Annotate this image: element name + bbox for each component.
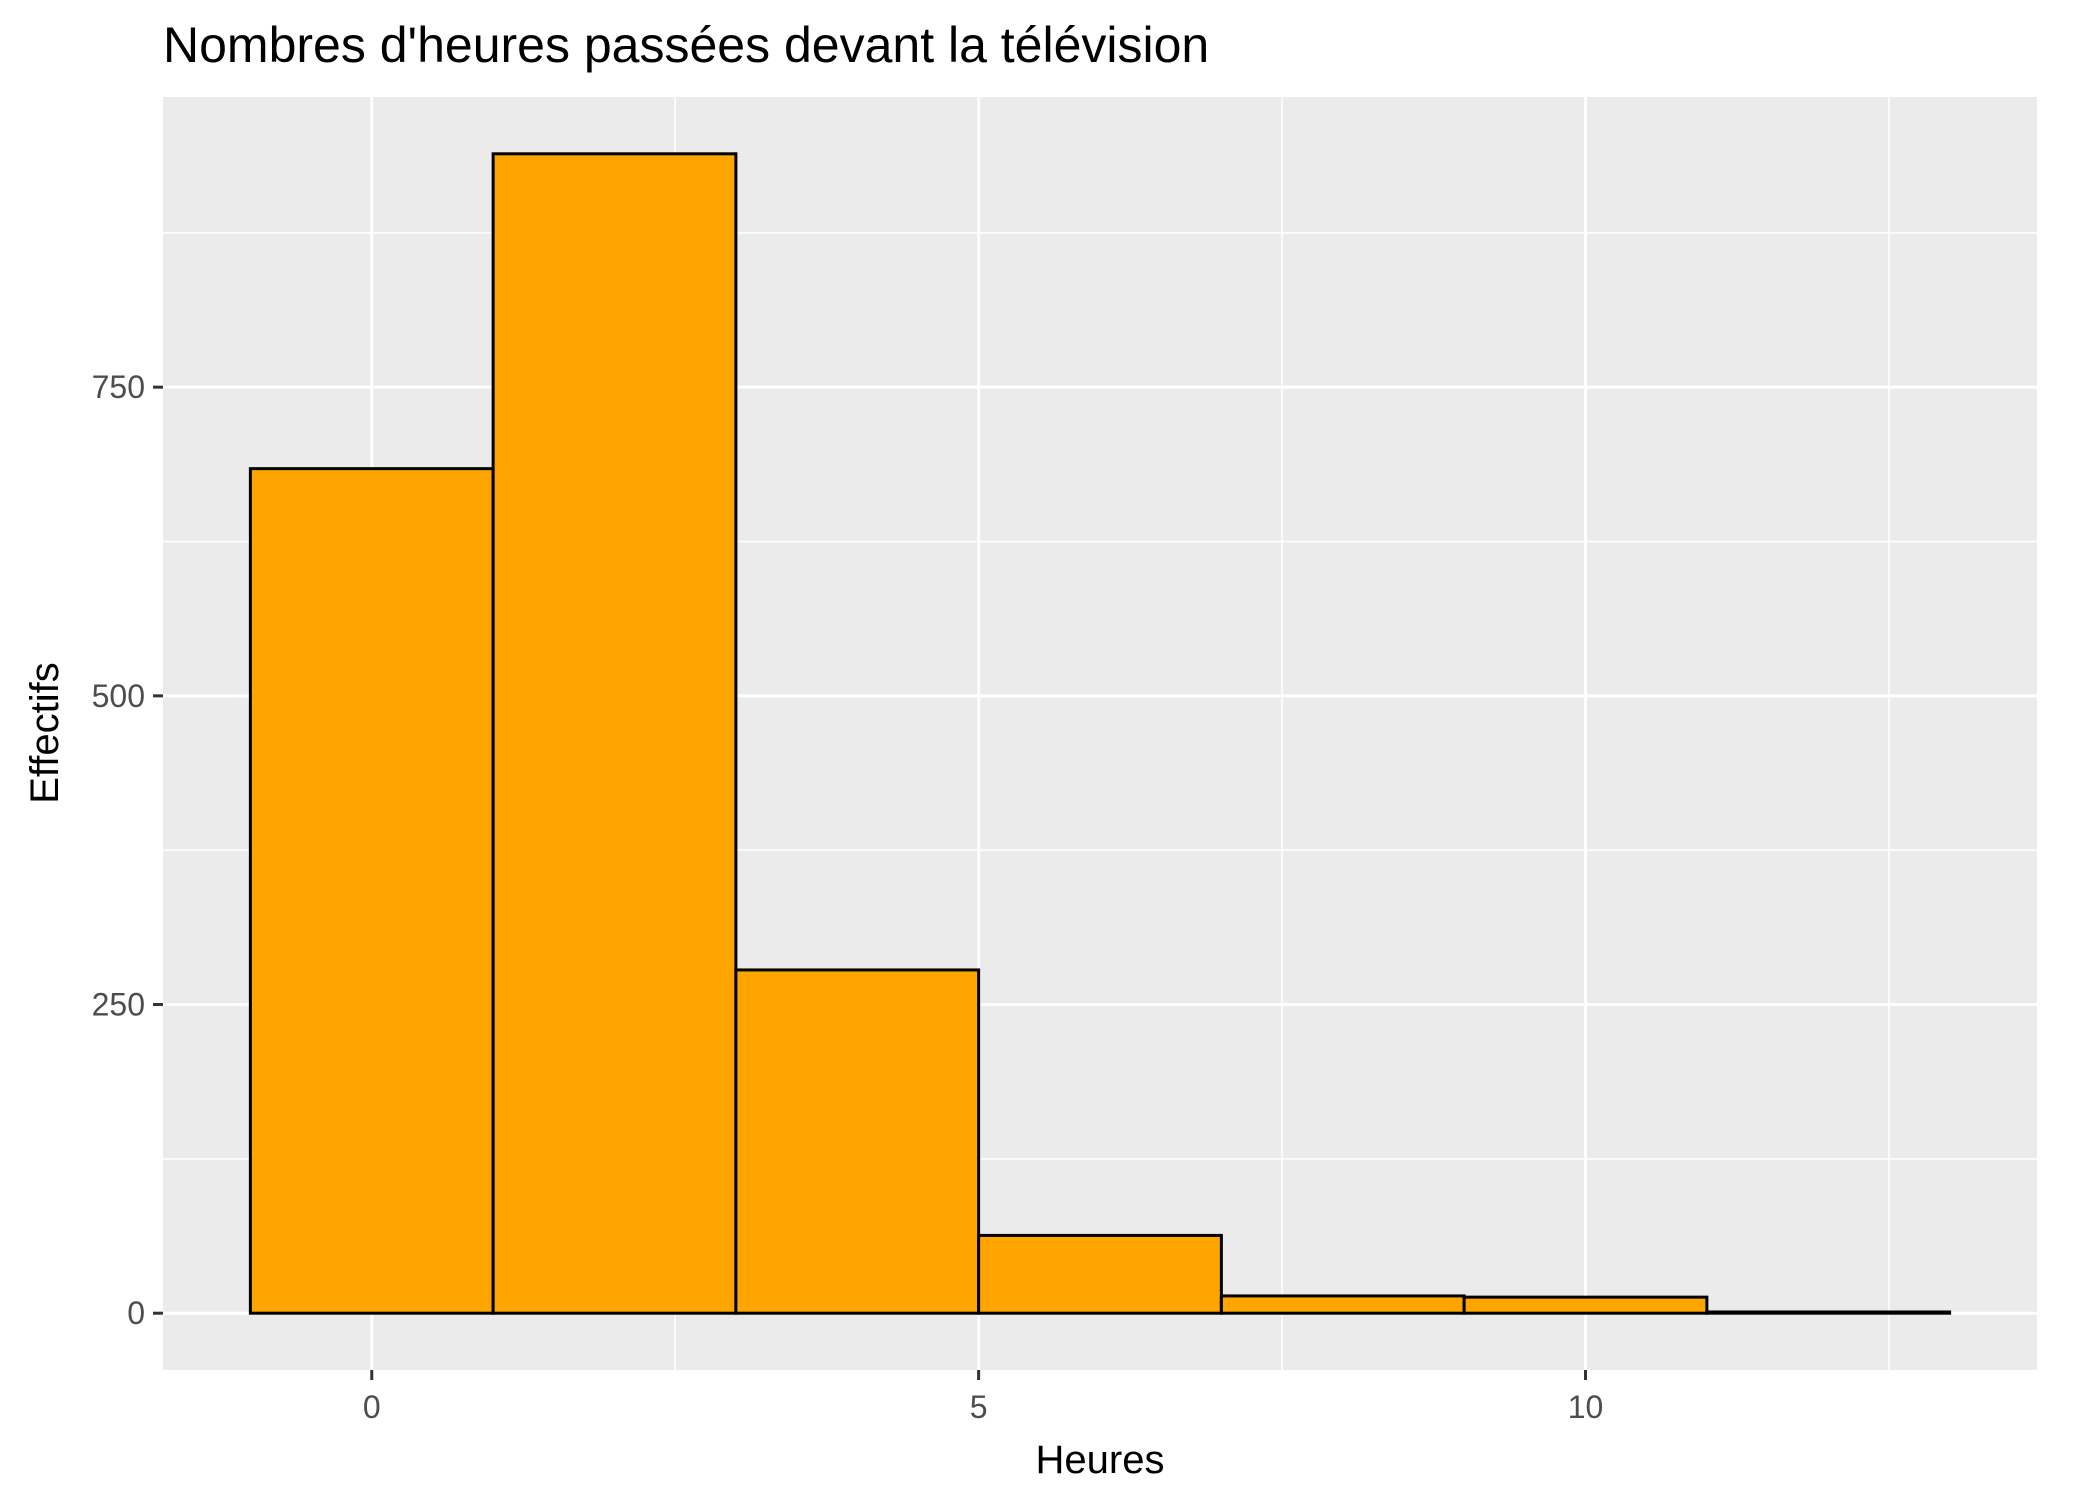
y-tick-label: 750 — [92, 369, 145, 405]
axes: 0 5 10 0 250 500 750 — [92, 369, 1604, 1425]
x-tick-label: 5 — [970, 1389, 988, 1425]
histogram-bar-6 — [1462, 1295, 1709, 1315]
histogram-bar-5 — [1219, 1294, 1466, 1315]
chart-title: Nombres d'heures passées devant la télév… — [163, 17, 1209, 73]
histogram-bar-7 — [1705, 1310, 1952, 1315]
y-tick-label: 500 — [92, 678, 145, 714]
histogram-bar-2 — [491, 152, 738, 1315]
y-tick-label: 250 — [92, 987, 145, 1023]
y-tick-label: 0 — [127, 1295, 145, 1331]
x-tick-label: 10 — [1568, 1389, 1604, 1425]
histogram-bars — [248, 152, 1952, 1315]
histogram-bar-4 — [977, 1233, 1223, 1315]
histogram-bar-3 — [734, 968, 981, 1315]
x-tick-label: 0 — [363, 1389, 381, 1425]
histogram-bar-1 — [248, 467, 495, 1315]
x-axis-title: Heures — [1036, 1438, 1165, 1482]
y-axis-title: Effectifs — [23, 662, 67, 804]
